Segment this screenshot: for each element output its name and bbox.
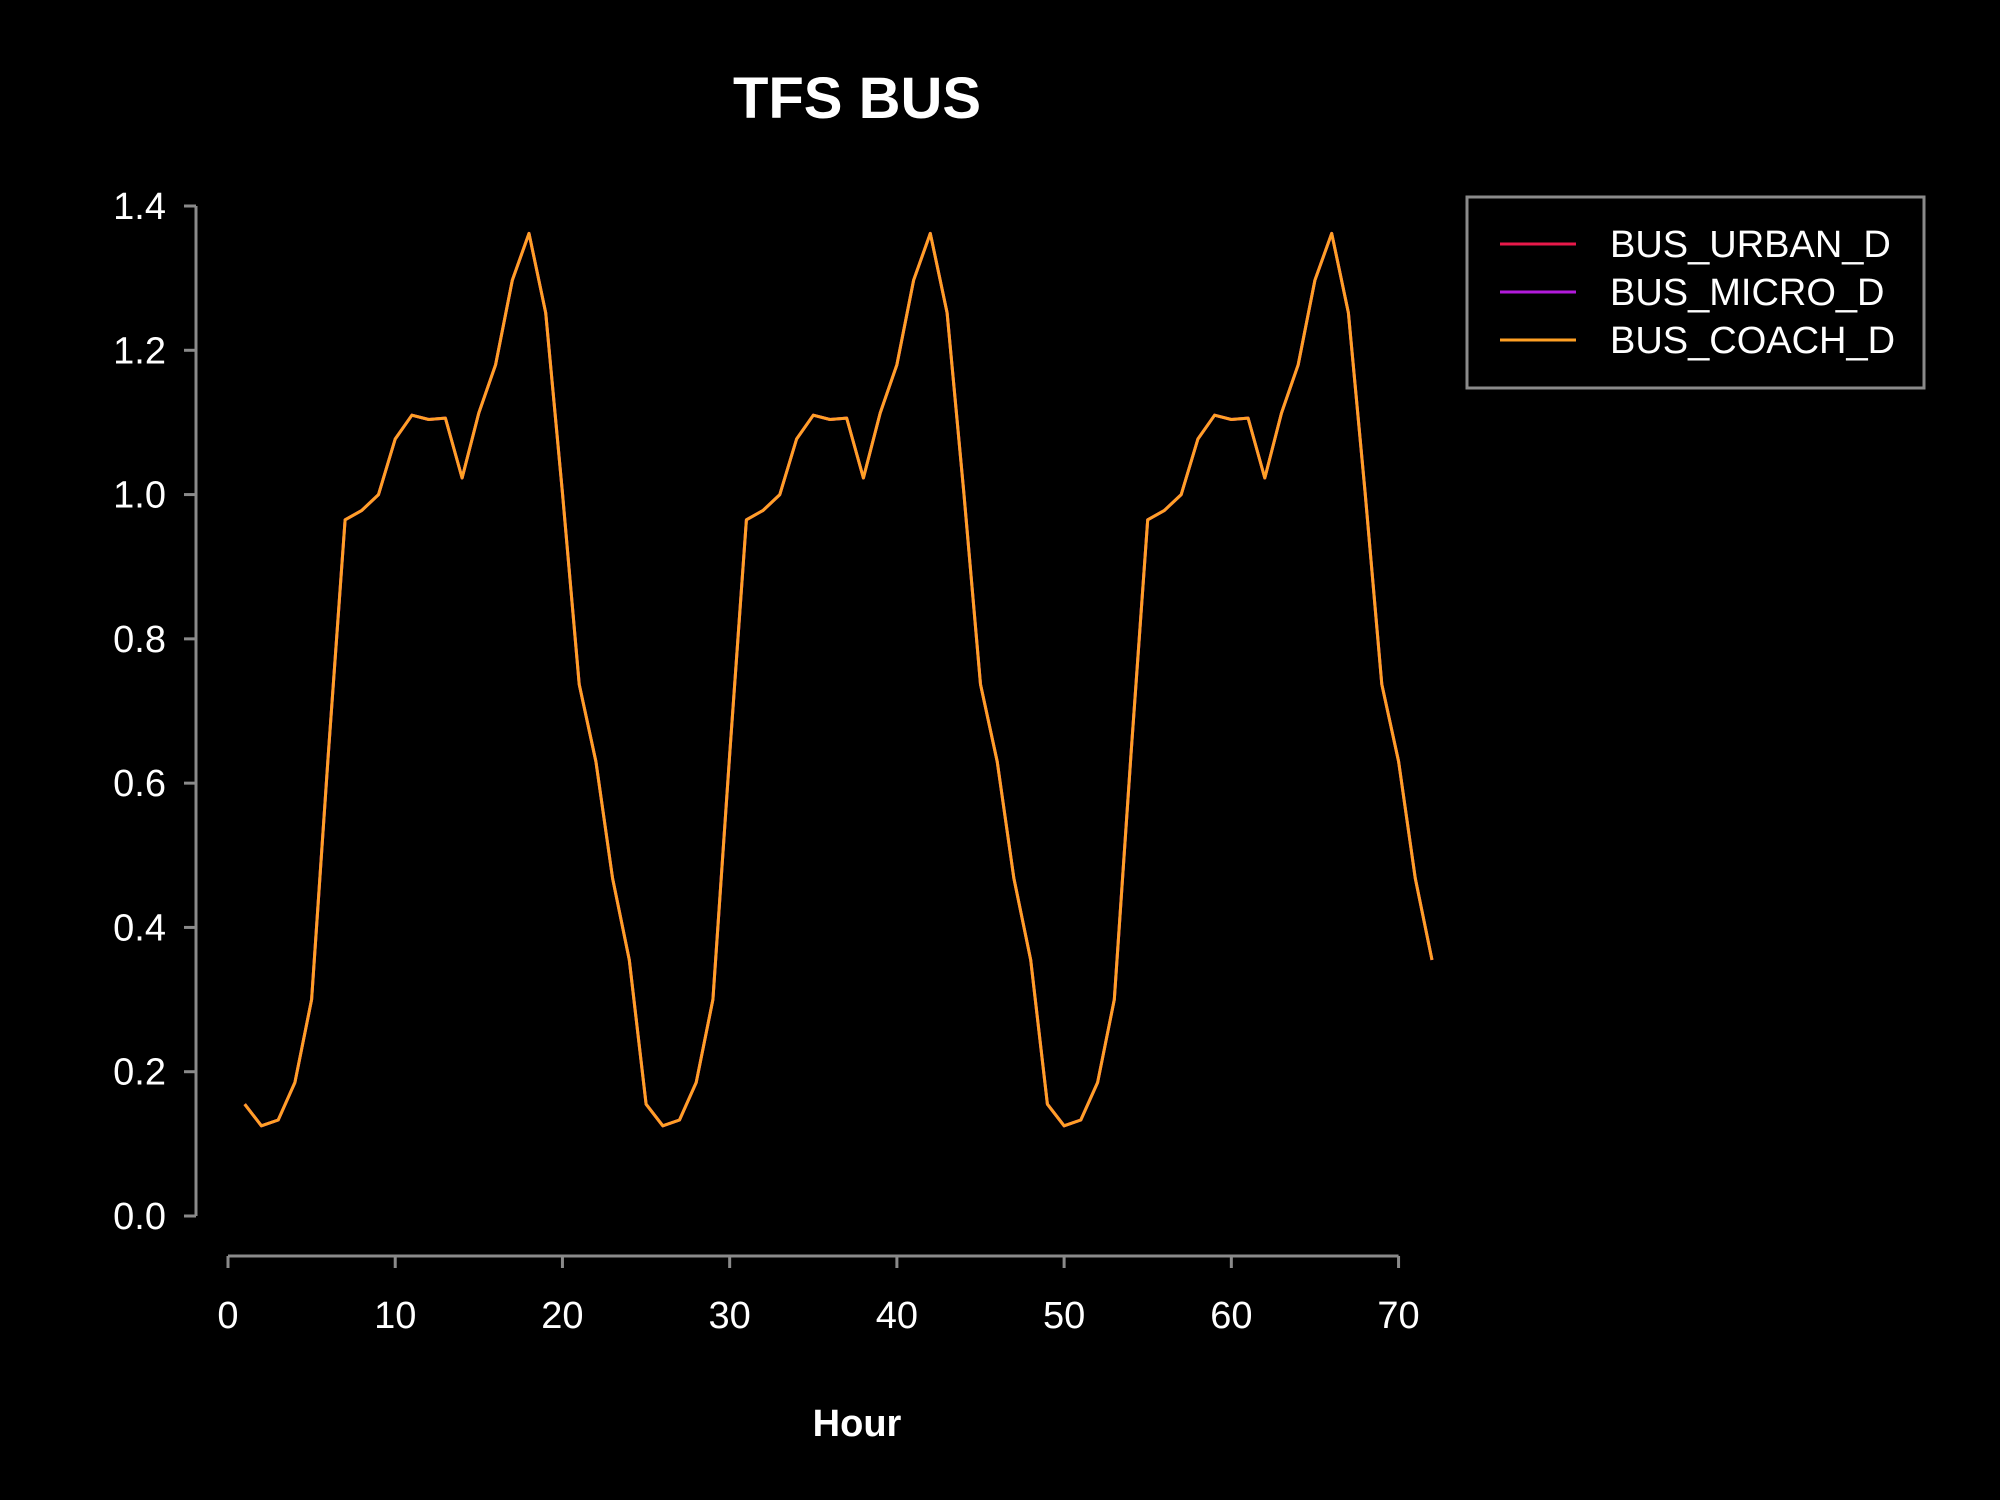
x-tick-label: 40 <box>876 1295 918 1337</box>
series-line-bus-coach-d <box>243 231 1434 1128</box>
x-tick-label: 50 <box>1043 1295 1085 1337</box>
series-group <box>243 231 1434 1128</box>
x-tick-label: 0 <box>217 1295 238 1337</box>
legend-label: BUS_MICRO_D <box>1610 272 1885 314</box>
legend-label: BUS_COACH_D <box>1610 320 1895 362</box>
legend-box <box>1465 195 1926 390</box>
x-tick-label: 70 <box>1377 1295 1419 1337</box>
y-tick-label: 0.2 <box>113 1052 166 1094</box>
y-tick-label: 0.6 <box>113 763 166 805</box>
x-axis: 0 10 20 30 40 50 60 70 <box>217 1254 1420 1337</box>
series-line-bus-micro-d <box>243 231 1434 1128</box>
legend-label: BUS_URBAN_D <box>1610 224 1891 266</box>
x-tick-label: 30 <box>709 1295 751 1337</box>
x-tick-label: 20 <box>541 1295 583 1337</box>
x-axis-label: Hour <box>813 1403 902 1445</box>
legend: BUS_URBAN_D BUS_MICRO_D BUS_COACH_D <box>1465 195 1926 390</box>
y-axis: 0.0 0.2 0.4 0.6 0.8 1.0 1.2 1.4 <box>113 186 198 1238</box>
series-line-bus-urban-d <box>243 231 1434 1128</box>
y-tick-label: 1.4 <box>113 186 166 228</box>
y-tick-label: 0.8 <box>113 619 166 661</box>
x-tick-label: 60 <box>1210 1295 1252 1337</box>
legend-items: BUS_URBAN_D BUS_MICRO_D BUS_COACH_D <box>1500 224 1895 362</box>
y-tick-label: 0.0 <box>113 1196 166 1238</box>
x-tick-label: 10 <box>374 1295 416 1337</box>
y-tick-label: 1.0 <box>113 475 166 517</box>
y-tick-label: 0.4 <box>113 907 166 949</box>
y-tick-label: 1.2 <box>113 330 166 372</box>
chart-title: TFS BUS <box>733 66 981 131</box>
